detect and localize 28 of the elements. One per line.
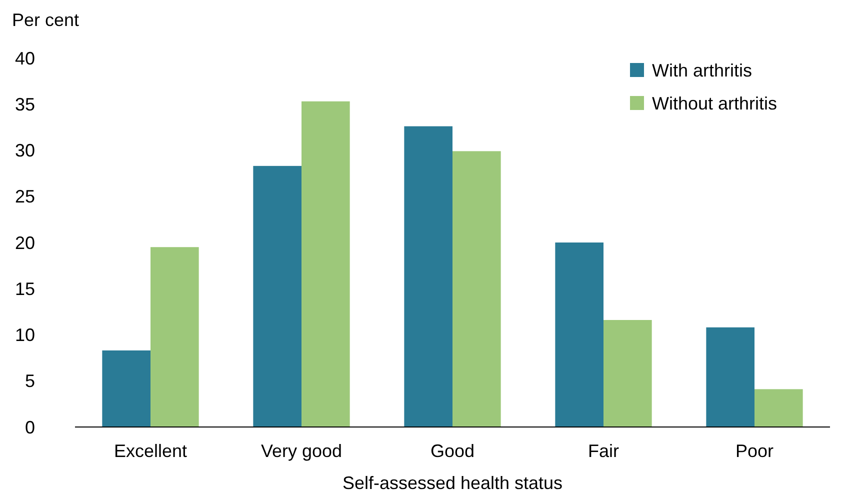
x-tick-label: Excellent — [114, 441, 188, 461]
y-tick-label: 40 — [14, 48, 35, 68]
y-tick-label: 35 — [14, 94, 35, 114]
bar — [754, 389, 803, 427]
bar — [706, 327, 754, 427]
bar — [253, 166, 302, 427]
legend-label: With arthritis — [652, 60, 752, 80]
bar — [150, 247, 199, 427]
x-tick-label: Very good — [260, 441, 342, 461]
x-axis-title: Self-assessed health status — [342, 473, 563, 493]
y-axis-title: Per cent — [12, 10, 80, 30]
bar — [452, 151, 501, 427]
y-tick-label: 30 — [14, 140, 35, 161]
y-tick-label: 10 — [14, 325, 35, 346]
legend-label: Without arthritis — [652, 93, 778, 114]
x-tick-label: Good — [430, 441, 475, 461]
bar — [555, 242, 604, 427]
y-tick-label: 20 — [14, 232, 35, 253]
y-tick-label: 0 — [24, 417, 35, 438]
bar — [102, 350, 150, 427]
bar — [404, 126, 452, 427]
x-tick-label: Poor — [735, 441, 774, 461]
x-tick-label: Fair — [588, 441, 620, 461]
bar — [302, 101, 350, 427]
y-tick-label: 5 — [24, 371, 35, 392]
y-tick-label: 25 — [14, 186, 35, 207]
y-tick-label: 15 — [14, 278, 35, 299]
bar — [604, 320, 652, 427]
